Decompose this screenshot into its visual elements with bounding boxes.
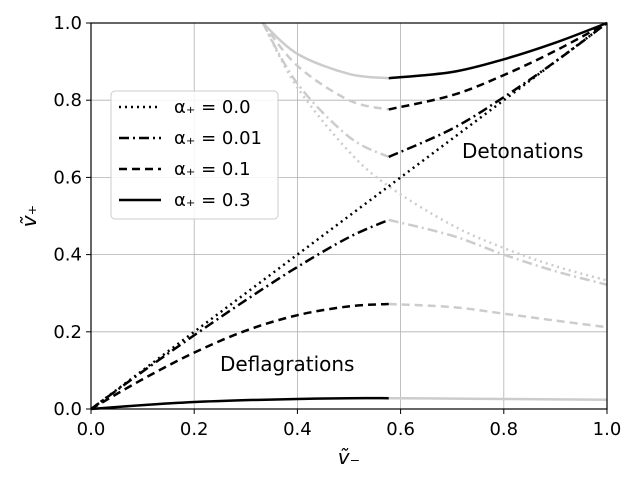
legend-box: [110, 90, 279, 220]
y-tick-label: 0.0: [53, 399, 82, 420]
series-unphysical-branch: [388, 302, 608, 329]
y-axis-label: ṽ₊: [17, 205, 41, 227]
legend-label: α₊ = 0.1: [174, 159, 251, 180]
x-tick-label: 0.2: [180, 419, 209, 440]
y-tick-label: 0.8: [53, 90, 82, 111]
legend-label: α₊ = 0.0: [174, 97, 251, 118]
series-line-deflagration: [90, 302, 389, 411]
y-tick-label: 0.4: [53, 245, 82, 266]
y-tick-label: 0.6: [53, 167, 82, 188]
x-tick-label: 0.6: [386, 419, 415, 440]
chart-curves: [90, 21, 608, 411]
y-tick-label: 1.0: [53, 13, 82, 34]
series-line-detonation: [388, 21, 608, 80]
series-unphysical-branch: [261, 22, 608, 282]
x-axis-label: ṽ₋: [338, 445, 360, 469]
annotation-deflagrations: Deflagrations: [220, 352, 354, 376]
y-tick-label: 0.2: [53, 322, 82, 343]
series-line-deflagration: [90, 396, 389, 411]
series-line-deflagration: [90, 218, 390, 411]
x-tick-label: 1.0: [593, 419, 622, 440]
series-unphysical-branch: [261, 22, 389, 80]
x-tick-label: 0.4: [283, 419, 312, 440]
plot-frame: [90, 22, 608, 410]
series-line-detonation: [388, 21, 608, 159]
series-unphysical-branch: [388, 396, 608, 401]
series-unphysical-branch: [388, 218, 608, 286]
annotation-detonations: Detonations: [462, 139, 583, 163]
series-unphysical-branch: [261, 22, 390, 159]
legend: α₊ = 0.0 α₊ = 0.01 α₊ = 0.1 α₊ = 0.3: [110, 90, 279, 220]
x-tick-label: 0.0: [77, 419, 106, 440]
legend-label: α₊ = 0.3: [174, 190, 251, 211]
axis-ticks: 0.0 0.2 0.4 0.6 0.8 1.0 0.0 0.2 0.4 0.6 0.8 1.0: [53, 13, 621, 440]
legend-label: α₊ = 0.01: [174, 128, 262, 149]
series-line-detonation: [388, 21, 608, 111]
x-tick-label: 0.8: [489, 419, 518, 440]
